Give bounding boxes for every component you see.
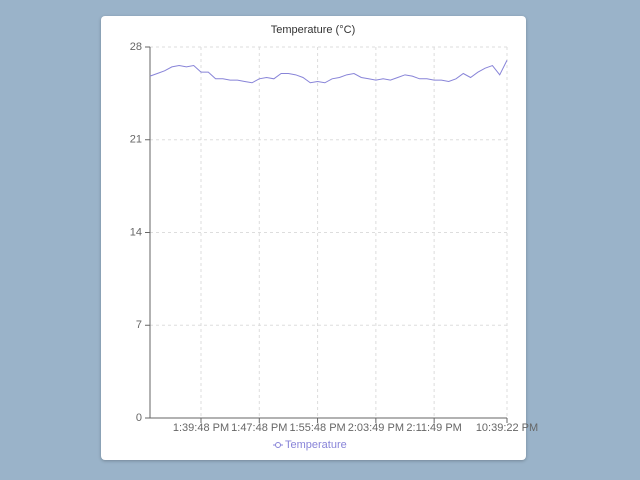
legend-label: Temperature bbox=[285, 439, 347, 451]
legend-swatch-dot bbox=[275, 442, 281, 448]
x-tick-label: 1:55:48 PM bbox=[289, 422, 345, 434]
x-tick-label: 2:03:49 PM bbox=[348, 422, 404, 434]
y-tick-label: 21 bbox=[130, 134, 142, 146]
x-tick-label: 2:11:49 PM bbox=[406, 422, 461, 434]
y-tick-label: 0 bbox=[136, 412, 142, 424]
y-tick-label: 28 bbox=[130, 41, 142, 53]
x-tick-label: 1:39:48 PM bbox=[173, 422, 229, 434]
x-tick-label: 10:39:22 PM bbox=[476, 422, 538, 434]
data-line bbox=[149, 60, 508, 84]
x-tick-label: 1:47:48 PM bbox=[231, 422, 287, 434]
y-tick-label: 7 bbox=[136, 319, 142, 331]
chart-card bbox=[101, 16, 526, 460]
y-tick-label: 14 bbox=[130, 226, 142, 238]
chart-title: Temperature (°C) bbox=[271, 24, 355, 36]
